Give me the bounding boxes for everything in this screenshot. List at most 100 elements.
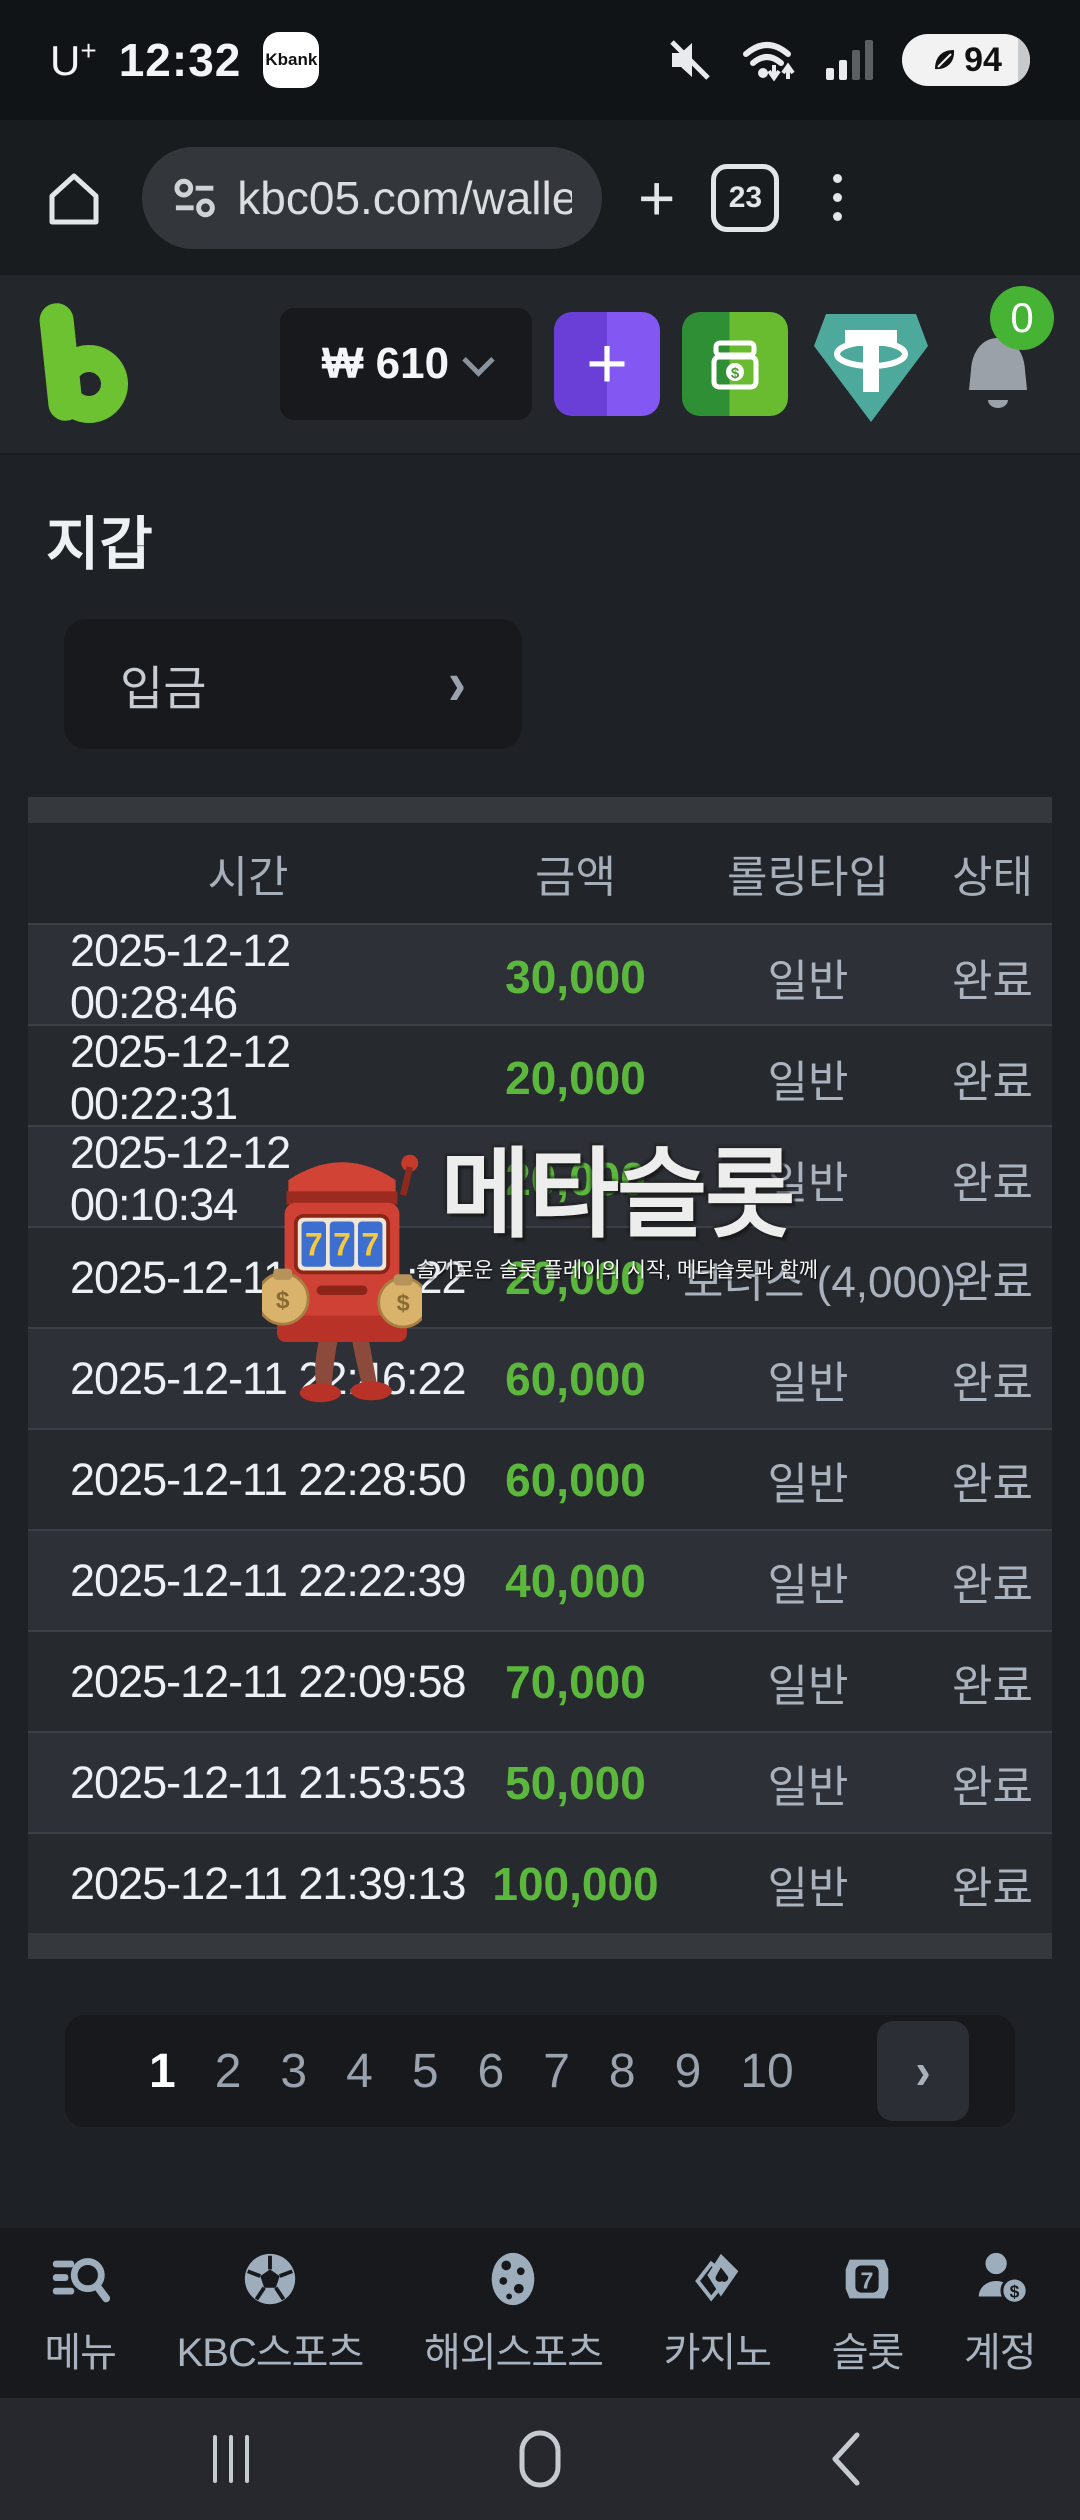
nav-item-account[interactable]: $ 계정 <box>963 2248 1037 2378</box>
table-row[interactable]: 2025-12-12 00:10:34 20,000 일반 완료 <box>28 1125 1052 1230</box>
tether-icon <box>814 314 928 422</box>
nav-label: 해외스포츠 <box>423 2331 604 2375</box>
deposit-button[interactable]: 입금 › <box>64 619 522 749</box>
recent-apps-button[interactable] <box>199 2427 263 2491</box>
table-row[interactable]: 2025-12-11 23:01:22 20,000 보너스 (4,000) 완… <box>28 1226 1052 1327</box>
tab-count: 23 <box>728 180 763 214</box>
balance-amount: ₩ 610 <box>321 339 450 388</box>
row-time: 2025-12-11 22:46:22 <box>70 1352 467 1404</box>
chevron-right-icon: › <box>915 2042 931 2100</box>
row-rolling-type: 일반 <box>767 1661 849 1711</box>
header-time: 시간 <box>207 853 289 902</box>
page-number-8[interactable]: 8 <box>608 2044 636 2098</box>
page-number-list: 1 2 3 4 5 6 7 8 9 10 <box>149 2044 794 2099</box>
next-page-button[interactable]: › <box>877 2021 969 2121</box>
address-bar[interactable]: kbc05.com/walle <box>142 146 602 249</box>
svg-text:7: 7 <box>861 2268 874 2294</box>
page-number-4[interactable]: 4 <box>346 2044 373 2098</box>
nav-item-slots[interactable]: 7 슬롯 <box>832 2248 904 2378</box>
row-status: 완료 <box>952 1459 1033 1509</box>
row-time: 2025-12-11 22:28:50 <box>70 1453 467 1505</box>
row-rolling-type: 일반 <box>767 1159 849 1208</box>
nav-item-overseas-sports[interactable]: 해외스포츠 <box>423 2248 604 2378</box>
table-row[interactable]: 2025-12-11 21:53:53 50,000 일반 완료 <box>28 1731 1052 1832</box>
site-settings-icon[interactable] <box>172 175 217 221</box>
home-icon[interactable] <box>42 166 106 230</box>
pagination: 1 2 3 4 5 6 7 8 9 10 › <box>65 2015 1015 2127</box>
row-status: 완료 <box>952 1661 1033 1711</box>
table-row[interactable]: 2025-12-11 22:22:39 40,000 일반 완료 <box>28 1529 1052 1630</box>
tab-switcher-button[interactable]: 23 <box>711 163 780 232</box>
row-rolling-type: 일반 <box>767 1560 849 1610</box>
page-number-9[interactable]: 9 <box>674 2044 702 2098</box>
nav-label: 슬롯 <box>831 2331 905 2375</box>
new-tab-button[interactable]: + <box>638 161 676 234</box>
cash-wallet-button[interactable]: $ <box>682 312 788 416</box>
row-amount: 60,000 <box>505 1352 646 1405</box>
table-row[interactable]: 2025-12-11 22:46:22 60,000 일반 완료 <box>28 1327 1052 1428</box>
back-button[interactable] <box>817 2427 881 2491</box>
table-row[interactable]: 2025-12-11 21:39:13 100,000 일반 완료 <box>28 1832 1052 1933</box>
table-row[interactable]: 2025-12-12 00:22:31 20,000 일반 완료 <box>28 1024 1052 1129</box>
home-button[interactable] <box>508 2427 572 2491</box>
battery-percent: 94 <box>964 40 1002 79</box>
row-amount: 30,000 <box>505 951 646 1003</box>
menu-search-icon <box>53 2258 111 2303</box>
url-text[interactable]: kbc05.com/walle <box>237 171 572 224</box>
browser-toolbar: kbc05.com/walle + 23 <box>0 120 1080 275</box>
row-time: 2025-12-11 22:09:58 <box>70 1655 467 1707</box>
row-status: 완료 <box>952 1058 1033 1107</box>
table-row[interactable]: 2025-12-11 22:09:58 70,000 일반 완료 <box>28 1630 1052 1731</box>
page-number-5[interactable]: 5 <box>411 2044 439 2098</box>
row-amount: 100,000 <box>492 1857 659 1910</box>
casino-cards-icon <box>695 2253 739 2302</box>
nav-item-kbc-sports[interactable]: KBC스포츠 <box>177 2248 364 2378</box>
nav-label: 카지노 <box>663 2331 772 2375</box>
table-row[interactable]: 2025-12-12 00:28:46 30,000 일반 완료 <box>28 923 1052 1028</box>
row-time: 2025-12-12 00:10:34 <box>70 1127 291 1230</box>
row-amount: 20,000 <box>505 1153 646 1205</box>
nav-label: 계정 <box>963 2331 1037 2375</box>
row-time: 2025-12-12 00:28:46 <box>70 925 291 1028</box>
slot-reel-icon: 7 <box>846 2259 889 2299</box>
soccer-ball-icon <box>244 2253 296 2305</box>
notifications-button[interactable]: 0 <box>956 286 1054 426</box>
header-status: 상태 <box>952 853 1033 902</box>
balance-dropdown[interactable]: ₩ 610 <box>280 308 532 420</box>
row-rolling-type: 일반 <box>767 1762 849 1812</box>
table-header-row: 시간 금액 롤링타입 상태 <box>28 823 1052 923</box>
page-number-10[interactable]: 10 <box>740 2044 794 2098</box>
row-time: 2025-12-11 21:39:13 <box>70 1857 467 1909</box>
row-rolling-type: 일반 <box>767 1863 849 1913</box>
carrier-label: U+ <box>50 35 97 84</box>
chevron-down-icon <box>462 343 495 377</box>
table-bottom-strip[interactable] <box>28 1933 1052 1959</box>
power-saving-leaf-icon <box>935 50 955 70</box>
row-rolling-type: 일반 <box>767 957 849 1006</box>
page-number-2[interactable]: 2 <box>214 2044 242 2098</box>
nav-item-casino[interactable]: 카지노 <box>663 2248 772 2378</box>
page-number-7[interactable]: 7 <box>543 2044 570 2098</box>
deposit-plus-button[interactable]: + <box>554 312 660 416</box>
nav-label: 메뉴 <box>44 2331 117 2375</box>
page-number-6[interactable]: 6 <box>477 2044 505 2098</box>
tether-button[interactable] <box>812 302 930 426</box>
site-logo-icon[interactable] <box>37 301 132 425</box>
page-number-1[interactable]: 1 <box>149 2044 176 2098</box>
row-status: 완료 <box>952 1358 1033 1408</box>
nav-item-menu[interactable]: 메뉴 <box>44 2248 117 2378</box>
row-time: 2025-12-11 22:22:39 <box>70 1554 467 1606</box>
wifi-icon <box>743 42 795 82</box>
notification-badge: 0 <box>990 286 1054 350</box>
row-time: 2025-12-11 21:53:53 <box>70 1756 467 1808</box>
table-top-strip[interactable] <box>28 797 1052 823</box>
account-coin-icon: $ <box>978 2252 1029 2305</box>
table-row[interactable]: 2025-12-11 22:28:50 60,000 일반 완료 <box>28 1428 1052 1529</box>
page-number-3[interactable]: 3 <box>280 2044 308 2098</box>
cash-icon: $ <box>711 340 759 390</box>
row-rolling-type: 보너스 (4,000) <box>683 1257 957 1307</box>
site-header: ₩ 610 + $ <box>0 275 1080 455</box>
row-amount: 20,000 <box>505 1052 646 1104</box>
browser-menu-button[interactable] <box>833 174 843 221</box>
svg-text:$: $ <box>1009 2281 1019 2301</box>
